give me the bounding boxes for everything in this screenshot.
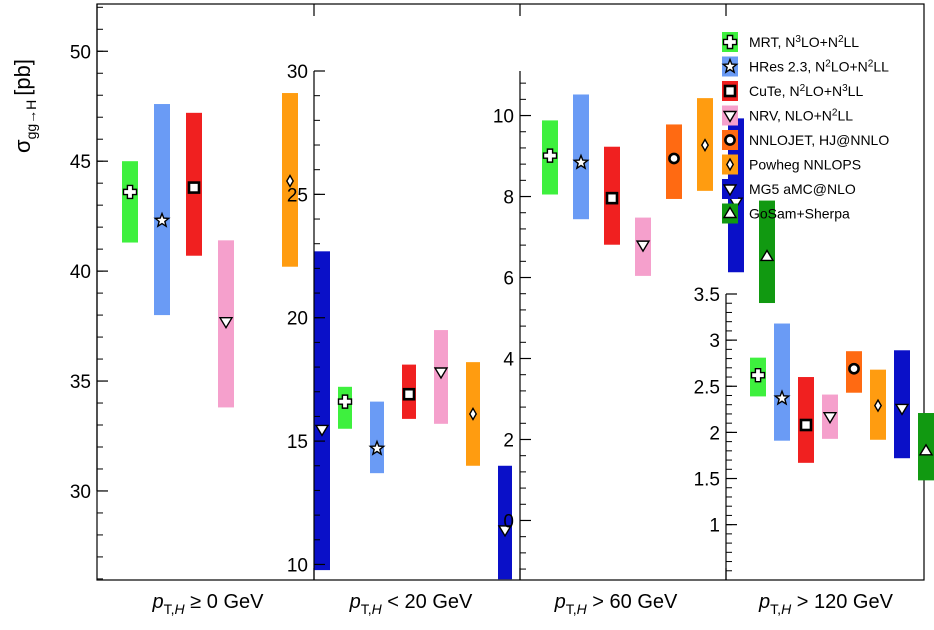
marker-pt60-NRV — [635, 240, 651, 253]
legend: MRT, N3LO+N2LL HRes 2.3, N2LO+N2LL CuTe, N… — [721, 32, 889, 224]
marker-pt120-NRV — [822, 412, 838, 425]
y-tick-label-pt60: 4 — [503, 350, 514, 371]
bar-pt0-MRT — [122, 161, 138, 243]
y-tick-label-pt20: 30 — [287, 62, 308, 83]
legend-item-Powheg: Powheg NNLOPS — [722, 154, 861, 175]
legend-label-HRes: HRes 2.3, N2LO+N2LL — [749, 58, 889, 75]
y-tick-label-pt20: 10 — [287, 555, 308, 576]
marker-pt120-Powheg — [873, 398, 883, 413]
marker-pt60-CuTe — [605, 191, 619, 205]
panel-label-pt120: pT,H > 120 GeV — [758, 591, 894, 617]
legend-marker-Powheg — [725, 157, 735, 172]
marker-pt120-MG5 — [894, 403, 910, 416]
legend-item-NRV: NRV, NLO+N2LL — [722, 105, 853, 126]
marker-pt20-MRT — [337, 394, 353, 409]
y-tick-label-pt60: 2 — [503, 430, 514, 451]
y-tick-label-pt120: 1 — [709, 516, 720, 537]
marker-pt60-NNLOJET — [668, 152, 680, 165]
legend-label-Powheg: Powheg NNLOPS — [749, 157, 861, 173]
y-tick-label-pt20: 20 — [287, 309, 308, 330]
legend-marker-NNLOJET — [724, 134, 736, 146]
panel-labels: pT,H ≥ 0 GeV pT,H < 20 GeV pT,H > 60 GeV pT… — [152, 591, 894, 617]
panel-pt120: 1 1.5 2 2.5 3 3.5 — [694, 285, 934, 580]
marker-pt120-GoSam — [918, 443, 934, 456]
y-axis-label: σgg→H [pb] — [10, 59, 39, 153]
y-tick-label-pt0: 45 — [70, 152, 91, 173]
y-tick-label-pt60: 6 — [503, 269, 514, 290]
legend-marker-MRT — [722, 34, 738, 50]
y-tick-label-pt120: 3 — [709, 331, 720, 352]
bar-pt0-HRes — [154, 104, 170, 316]
y-axis-label-symbol: σ — [10, 139, 35, 153]
y-axis-label-subscript: gg→H — [23, 100, 39, 140]
y-tick-label-pt60: 8 — [503, 188, 514, 209]
panel-label-pt60: pT,H > 60 GeV — [554, 591, 678, 617]
y-tick-label-pt60: 10 — [493, 107, 514, 128]
legend-marker-NRV — [722, 110, 738, 123]
y-tick-label-pt120: 3.5 — [694, 285, 720, 306]
legend-marker-GoSam — [722, 206, 738, 219]
bar-pt120-HRes — [774, 323, 790, 441]
marker-pt60-MRT — [542, 148, 558, 163]
marker-pt60-HRes — [572, 153, 590, 170]
legend-label-CuTe: CuTe, N2LO+N3LL — [749, 83, 863, 100]
y-tick-label-pt0: 50 — [70, 42, 91, 63]
y-tick-label-pt0: 35 — [70, 372, 91, 393]
y-tick-label-pt120: 2 — [709, 423, 720, 444]
panel-pt0: 30 35 40 45 50 — [70, 4, 330, 580]
legend-label-NRV: NRV, NLO+N2LL — [749, 107, 853, 124]
legend-item-MG5: MG5 aMC@NLO — [722, 179, 856, 199]
legend-item-NNLOJET: NNLOJET, HJ@NNLO — [722, 130, 889, 150]
marker-pt0-MG5 — [314, 424, 330, 437]
y-axis-label-unit: [pb] — [10, 59, 35, 96]
legend-item-HRes: HRes 2.3, N2LO+N2LL — [721, 56, 889, 77]
legend-marker-CuTe — [723, 84, 737, 98]
marker-pt0-HRes — [153, 211, 171, 228]
marker-pt20-MG5 — [497, 525, 513, 538]
panel-label-pt0: pT,H ≥ 0 GeV — [152, 591, 265, 617]
legend-label-NNLOJET: NNLOJET, HJ@NNLO — [749, 132, 889, 148]
marker-pt20-CuTe — [402, 387, 416, 401]
legend-marker-HRes — [721, 57, 739, 74]
marker-pt0-CuTe — [187, 181, 201, 194]
marker-pt120-CuTe — [799, 418, 813, 432]
legend-label-MRT: MRT, N3LO+N2LL — [749, 34, 859, 51]
legend-item-MRT: MRT, N3LO+N2LL — [722, 32, 859, 52]
y-tick-label-pt20: 15 — [287, 432, 308, 453]
legend-label-MG5: MG5 aMC@NLO — [749, 181, 856, 197]
y-tick-label-pt60: 0 — [503, 511, 514, 532]
legend-item-GoSam: GoSam+Sherpa — [722, 203, 850, 224]
legend-item-CuTe: CuTe, N2LO+N3LL — [722, 81, 863, 101]
marker-pt20-NRV — [433, 367, 449, 380]
y-tick-label-pt120: 2.5 — [694, 377, 720, 398]
y-tick-label-pt120: 1.5 — [694, 470, 720, 491]
marker-pt120-NNLOJET — [848, 362, 860, 375]
legend-marker-MG5 — [722, 184, 738, 197]
legend-label-GoSam: GoSam+Sherpa — [749, 206, 850, 222]
marker-pt60-GoSam — [759, 249, 775, 262]
marker-pt0-Powheg — [285, 174, 295, 188]
marker-pt0-NRV — [218, 316, 234, 330]
y-tick-label-pt0: 40 — [70, 262, 91, 283]
bar-pt20-MG5 — [498, 465, 512, 580]
panel-label-pt20: pT,H < 20 GeV — [349, 591, 473, 617]
marker-pt0-MRT — [122, 184, 138, 200]
bar-pt20-HRes — [370, 401, 384, 474]
marker-pt20-HRes — [368, 439, 386, 456]
marker-pt120-MRT — [750, 367, 766, 383]
marker-pt60-Powheg — [700, 138, 710, 152]
y-tick-label-pt20: 25 — [287, 185, 308, 206]
marker-pt120-HRes — [773, 389, 791, 406]
y-tick-label-pt0: 30 — [70, 482, 91, 503]
marker-pt20-Powheg — [468, 407, 478, 421]
bar-pt0-MG5 — [314, 251, 330, 571]
